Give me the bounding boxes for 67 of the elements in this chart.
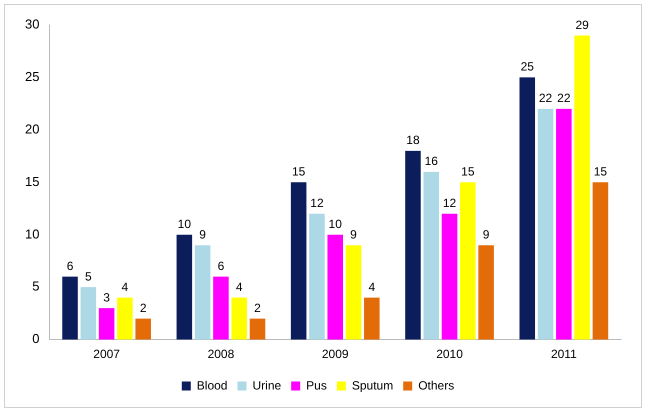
- y-tick-label: 10: [24, 226, 40, 242]
- bar: [176, 234, 192, 340]
- legend-label: Urine: [252, 378, 282, 392]
- bar: [592, 182, 608, 340]
- data-label: 22: [557, 91, 571, 106]
- data-label: 29: [575, 18, 590, 32]
- bar: [135, 318, 151, 340]
- data-label: 4: [368, 280, 376, 294]
- data-label: 9: [199, 228, 206, 242]
- data-label: 10: [328, 217, 342, 232]
- data-label: 9: [482, 228, 490, 242]
- x-tick-label: 2010: [436, 347, 464, 362]
- data-label: 3: [103, 290, 110, 304]
- data-label: 2: [254, 300, 262, 315]
- data-label: 15: [594, 164, 608, 179]
- data-label: 15: [292, 164, 306, 179]
- data-label: 4: [236, 280, 243, 294]
- bar: [423, 172, 440, 340]
- data-label: 18: [406, 133, 420, 148]
- legend-label: Pus: [306, 378, 327, 392]
- bar: [80, 287, 96, 340]
- bar: [290, 182, 306, 340]
- y-tick-label: 0: [32, 331, 40, 346]
- legend-label: Blood: [196, 378, 228, 392]
- bar: [364, 298, 380, 340]
- data-label: 6: [218, 258, 225, 273]
- bar: [556, 108, 572, 340]
- y-tick-label: 30: [24, 16, 40, 32]
- data-label: 12: [442, 196, 457, 210]
- bar: [519, 77, 536, 340]
- bar: [538, 108, 554, 340]
- y-tick-label: 15: [24, 174, 40, 189]
- x-tick-label: 2007: [93, 347, 120, 362]
- bar: [460, 182, 476, 340]
- bar: [574, 35, 590, 340]
- bar: [478, 245, 494, 340]
- x-tick-label: 2008: [208, 347, 235, 362]
- data-label: 10: [178, 217, 192, 232]
- bar: [405, 150, 421, 340]
- y-tick-label: 20: [24, 121, 40, 136]
- bar: [194, 245, 210, 340]
- bar: [309, 214, 325, 340]
- bar: [117, 298, 133, 340]
- bar: [346, 245, 362, 340]
- bar: [327, 234, 344, 340]
- y-tick-label: 5: [32, 278, 40, 294]
- bar: [62, 276, 78, 340]
- x-tick-label: 2009: [322, 347, 349, 362]
- data-label: 5: [84, 269, 92, 284]
- legend-label: Others: [418, 378, 454, 392]
- data-label: 6: [66, 258, 74, 273]
- bar: [213, 276, 229, 340]
- data-label: 4: [122, 280, 129, 294]
- x-tick-label: 2011: [550, 347, 578, 362]
- bar: [98, 308, 114, 340]
- legend-label: Sputum: [352, 378, 394, 392]
- data-label: 25: [520, 60, 534, 74]
- data-label: 16: [424, 154, 438, 168]
- data-label: 2: [140, 300, 147, 315]
- data-label: 12: [310, 196, 324, 210]
- bar: [442, 214, 458, 340]
- data-label: 9: [350, 228, 358, 242]
- bar: [250, 318, 266, 340]
- data-label: 15: [461, 164, 475, 179]
- bar: [231, 298, 247, 340]
- data-label: 22: [538, 91, 553, 106]
- y-tick-label: 25: [24, 69, 40, 84]
